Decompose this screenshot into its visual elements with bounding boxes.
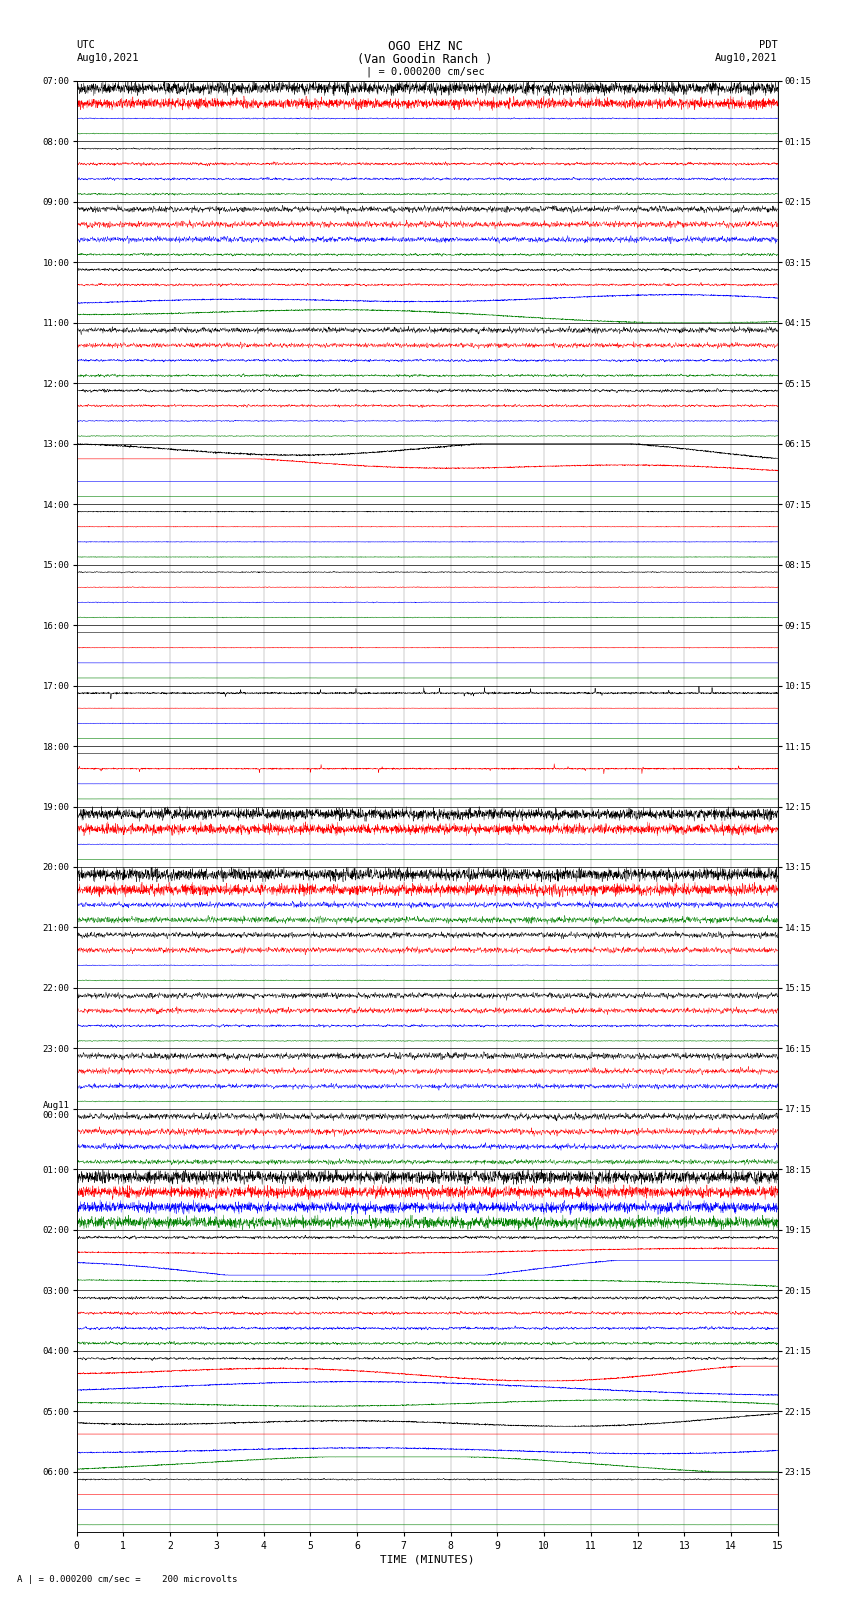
Text: A | = 0.000200 cm/sec =    200 microvolts: A | = 0.000200 cm/sec = 200 microvolts — [17, 1574, 237, 1584]
Text: UTC: UTC — [76, 40, 95, 50]
Text: Aug10,2021: Aug10,2021 — [715, 53, 778, 63]
Text: OGO EHZ NC: OGO EHZ NC — [388, 40, 462, 53]
Text: Aug10,2021: Aug10,2021 — [76, 53, 139, 63]
Text: (Van Goodin Ranch ): (Van Goodin Ranch ) — [357, 53, 493, 66]
Text: PDT: PDT — [759, 40, 778, 50]
X-axis label: TIME (MINUTES): TIME (MINUTES) — [380, 1555, 474, 1565]
Text: | = 0.000200 cm/sec: | = 0.000200 cm/sec — [366, 66, 484, 77]
